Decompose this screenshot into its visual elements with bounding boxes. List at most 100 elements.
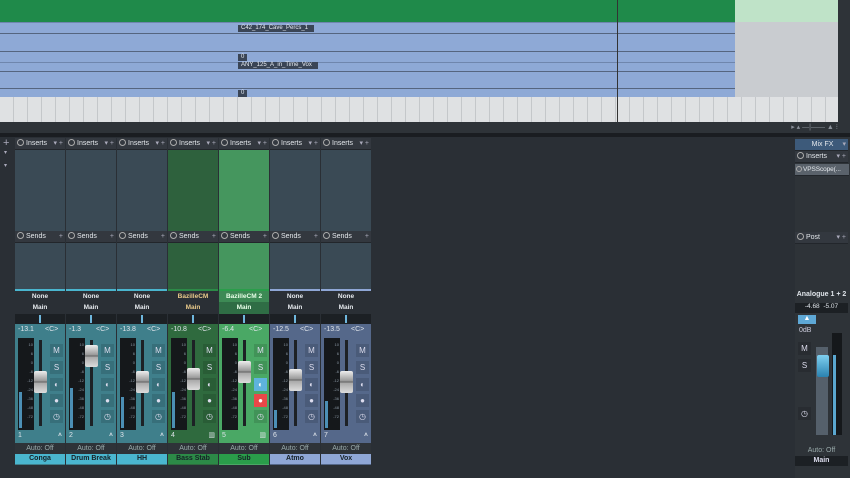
power-icon[interactable]	[17, 139, 24, 146]
playhead[interactable]	[617, 0, 618, 122]
sends-header[interactable]: Sends +	[270, 231, 320, 243]
mono-stereo-icon[interactable]: ▲	[798, 315, 816, 324]
arrange-scroll-bar[interactable]	[0, 122, 850, 133]
pan-slider[interactable]	[168, 314, 218, 324]
volume-readout[interactable]: -13.5	[324, 326, 340, 333]
record-arm-button[interactable]: ●	[203, 394, 216, 407]
clip-gain[interactable]: 0	[238, 90, 248, 97]
solo-button[interactable]: S	[305, 361, 318, 374]
channel-name[interactable]: Atmo	[270, 454, 320, 464]
power-icon[interactable]	[170, 232, 177, 239]
sends-area[interactable]	[66, 243, 116, 289]
automation-mode[interactable]: Auto: Off	[117, 443, 167, 454]
volume-fader[interactable]	[340, 370, 353, 393]
pan-readout[interactable]: <C>	[147, 326, 161, 333]
monitor-button[interactable]: ◐	[356, 378, 369, 391]
inserts-header[interactable]: Inserts ▾ +	[270, 138, 320, 150]
mute-button[interactable]: M	[203, 344, 216, 357]
inserts-area[interactable]	[117, 150, 167, 231]
inserts-area[interactable]	[66, 150, 116, 231]
record-arm-button[interactable]: ●	[254, 394, 267, 407]
automation-icon[interactable]: ◷	[356, 410, 369, 423]
automation-icon[interactable]: ◷	[305, 410, 318, 423]
clip-gain[interactable]: 0	[238, 54, 248, 61]
inserts-header[interactable]: Inserts ▾ +	[117, 138, 167, 150]
automation-mode[interactable]: Auto: Off	[321, 443, 371, 454]
inserts-header[interactable]: Inserts ▾ +	[168, 138, 218, 150]
volume-fader[interactable]	[187, 368, 200, 391]
sends-area[interactable]	[321, 243, 371, 289]
channel-name[interactable]: Sub	[219, 454, 269, 464]
input-select[interactable]: None	[117, 291, 167, 302]
record-arm-button[interactable]: ●	[101, 394, 114, 407]
solo-button[interactable]: S	[798, 359, 811, 372]
pan-readout[interactable]: <C>	[198, 326, 212, 333]
monitor-button[interactable]: ◐	[254, 378, 267, 391]
sends-area[interactable]	[117, 243, 167, 289]
track-lane-green[interactable]	[0, 0, 735, 22]
output-select[interactable]: Main	[270, 302, 320, 314]
volume-readout[interactable]: -12.5	[273, 326, 289, 333]
power-icon[interactable]	[272, 232, 279, 239]
chevron-down-icon[interactable]: ▾ ▾	[4, 150, 8, 169]
automation-icon[interactable]: ◷	[50, 410, 63, 423]
solo-button[interactable]: S	[203, 361, 216, 374]
volume-fader[interactable]	[289, 368, 302, 391]
volume-readout[interactable]: -1.3	[69, 326, 82, 333]
power-icon[interactable]	[323, 139, 330, 146]
input-select[interactable]: None	[66, 291, 116, 302]
sends-header[interactable]: Sends +	[66, 231, 116, 243]
volume-fader[interactable]	[34, 370, 47, 393]
record-arm-button[interactable]: ●	[152, 394, 165, 407]
record-arm-button[interactable]: ●	[356, 394, 369, 407]
channel-name[interactable]: Drum Break	[66, 454, 116, 464]
pan-slider[interactable]	[219, 314, 269, 324]
inserts-header[interactable]: Inserts ▾ +	[321, 138, 371, 150]
inserts-header[interactable]: Inserts ▾ +	[66, 138, 116, 150]
mute-button[interactable]: M	[305, 344, 318, 357]
mute-button[interactable]: M	[50, 344, 63, 357]
inserts-header[interactable]: Inserts ▾ +	[15, 138, 65, 150]
sends-area[interactable]	[15, 243, 65, 289]
mute-button[interactable]: M	[101, 344, 114, 357]
sends-header[interactable]: Sends +	[15, 231, 65, 243]
inserts-area[interactable]	[321, 150, 371, 231]
automation-mode[interactable]: Auto: Off	[66, 443, 116, 454]
automation-mode[interactable]: Auto: Off	[219, 443, 269, 454]
power-icon[interactable]	[221, 139, 228, 146]
main-inserts-header[interactable]: Inserts ▾ +	[795, 151, 848, 163]
power-icon[interactable]	[68, 139, 75, 146]
sends-header[interactable]: Sends +	[168, 231, 218, 243]
volume-readout[interactable]: -10.8	[171, 326, 187, 333]
power-icon[interactable]	[119, 139, 126, 146]
sends-header[interactable]: Sends +	[117, 231, 167, 243]
volume-readout[interactable]: -6.4	[222, 326, 235, 333]
input-select[interactable]: BazilleCM 2	[219, 291, 269, 302]
power-icon[interactable]	[68, 232, 75, 239]
mute-button[interactable]: M	[798, 342, 811, 355]
power-icon[interactable]	[119, 232, 126, 239]
monitor-button[interactable]: ◐	[101, 378, 114, 391]
pan-readout[interactable]: <C>	[300, 326, 314, 333]
solo-button[interactable]: S	[152, 361, 165, 374]
automation-icon[interactable]: ◷	[254, 410, 267, 423]
input-select[interactable]: None	[321, 291, 371, 302]
audio-event-vox[interactable]: ANY_125_A_in_Time_Vox 0	[0, 62, 735, 97]
sends-header[interactable]: Sends +	[219, 231, 269, 243]
input-select[interactable]: BazilleCM	[168, 291, 218, 302]
pan-slider[interactable]	[270, 314, 320, 324]
inserts-area[interactable]	[168, 150, 218, 231]
pan-readout[interactable]: <C>	[351, 326, 365, 333]
zoom-slider[interactable]: ▸ ▴ —|—— ▲ ⁝	[791, 124, 838, 131]
automation-mode[interactable]: Auto: Off	[168, 443, 218, 454]
automation-mode[interactable]: Auto: Off	[795, 445, 848, 456]
pan-readout[interactable]: <C>	[96, 326, 110, 333]
channel-name[interactable]: Conga	[15, 454, 65, 464]
inserts-area[interactable]	[270, 150, 320, 231]
automation-icon[interactable]: ◷	[203, 410, 216, 423]
monitor-button[interactable]: ◐	[152, 378, 165, 391]
solo-button[interactable]: S	[356, 361, 369, 374]
audio-event-percs[interactable]: C42_174_Cave_Percs_1 0	[0, 22, 735, 62]
solo-button[interactable]: S	[101, 361, 114, 374]
plugin-slot-vpsscope[interactable]: VPSScope(...	[795, 164, 849, 176]
